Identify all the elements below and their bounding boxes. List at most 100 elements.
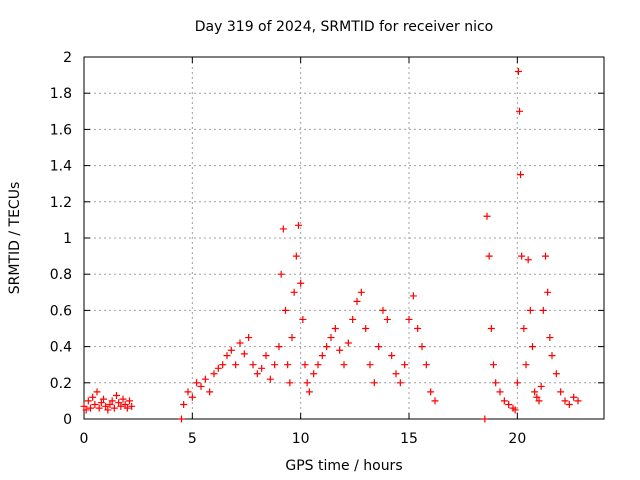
data-point xyxy=(574,397,582,405)
x-tick-label: 0 xyxy=(80,431,89,447)
data-point xyxy=(537,382,545,390)
y-tick-label: 1.4 xyxy=(50,159,72,175)
data-point xyxy=(518,252,526,260)
data-point xyxy=(570,393,578,401)
data-point xyxy=(178,415,185,423)
data-point xyxy=(357,288,365,296)
data-point xyxy=(84,397,92,405)
data-point xyxy=(258,364,266,372)
x-tick-label: 5 xyxy=(188,431,197,447)
data-point xyxy=(275,343,283,351)
data-point xyxy=(201,375,209,383)
data-point xyxy=(100,395,107,403)
y-tick-label: 2 xyxy=(63,50,72,66)
data-point xyxy=(284,361,292,369)
data-point xyxy=(128,402,136,410)
data-point xyxy=(422,361,430,369)
data-point xyxy=(106,401,114,409)
data-point xyxy=(539,306,547,314)
data-point xyxy=(227,346,235,354)
data-point xyxy=(362,325,370,332)
y-tick-label: 0.6 xyxy=(50,303,72,319)
data-point xyxy=(303,379,311,387)
data-point xyxy=(533,393,541,401)
grid xyxy=(84,57,604,419)
data-point xyxy=(340,361,348,369)
data-point xyxy=(240,350,248,358)
data-point xyxy=(119,395,127,403)
data-point xyxy=(310,370,318,378)
y-tick-label: 1.8 xyxy=(50,86,72,102)
data-point xyxy=(524,256,532,264)
data-point xyxy=(431,397,439,405)
data-point xyxy=(344,339,352,347)
data-point xyxy=(253,370,261,378)
data-point xyxy=(511,406,519,414)
data-point xyxy=(214,364,222,372)
data-point xyxy=(113,391,120,399)
data-point xyxy=(301,361,309,369)
data-point xyxy=(292,252,300,260)
data-point xyxy=(522,361,530,369)
data-point xyxy=(102,402,110,410)
data-point xyxy=(492,379,500,387)
data-point xyxy=(245,334,253,342)
data-point xyxy=(288,334,296,342)
data-point xyxy=(375,343,383,351)
x-tick-label: 15 xyxy=(400,431,418,447)
data-point xyxy=(383,315,391,323)
data-point xyxy=(353,297,361,305)
data-point xyxy=(548,352,556,360)
data-point xyxy=(305,388,313,396)
data-point xyxy=(223,352,231,360)
data-point xyxy=(546,334,554,342)
data-point xyxy=(232,361,240,369)
data-point xyxy=(108,397,116,405)
data-point xyxy=(514,67,522,75)
data-point xyxy=(295,221,302,229)
data-point xyxy=(565,401,573,409)
y-tick-label: 1.2 xyxy=(50,195,72,211)
y-axis-label: SRMTID / TECUs xyxy=(7,182,23,295)
y-tick-label: 1.6 xyxy=(50,122,72,138)
data-point xyxy=(531,388,539,396)
data-point xyxy=(366,361,374,369)
data-point xyxy=(82,406,90,414)
data-point xyxy=(485,252,493,260)
data-point xyxy=(184,388,192,396)
data-point xyxy=(517,171,525,179)
data-point xyxy=(110,404,118,412)
data-point xyxy=(552,370,560,378)
data-point xyxy=(121,401,129,409)
data-point xyxy=(271,361,279,369)
data-point xyxy=(535,397,543,405)
data-point xyxy=(481,415,489,423)
data-point xyxy=(418,343,426,351)
data-point xyxy=(379,306,387,314)
data-point xyxy=(396,379,404,387)
data-point xyxy=(405,315,413,323)
data-point xyxy=(526,306,534,314)
data-series xyxy=(80,67,582,423)
data-point xyxy=(520,325,528,332)
x-axis-label: GPS time / hours xyxy=(285,458,402,474)
chart-title: Day 319 of 2024, SRMTID for receiver nic… xyxy=(195,19,493,35)
y-tick-label: 1 xyxy=(63,231,72,247)
data-point xyxy=(500,397,508,405)
data-point xyxy=(104,406,112,414)
data-point xyxy=(557,388,565,396)
data-point xyxy=(314,361,322,369)
data-point xyxy=(123,404,131,412)
data-point xyxy=(277,270,285,278)
data-point xyxy=(487,325,495,332)
data-point xyxy=(544,288,552,296)
x-tick-label: 20 xyxy=(508,431,526,447)
data-point xyxy=(279,225,287,233)
data-point xyxy=(206,388,214,396)
data-point xyxy=(286,379,294,387)
data-point xyxy=(496,388,504,396)
data-point xyxy=(409,292,417,300)
x-axis: 0 5 10 15 20 xyxy=(80,57,526,447)
data-point xyxy=(89,393,97,401)
